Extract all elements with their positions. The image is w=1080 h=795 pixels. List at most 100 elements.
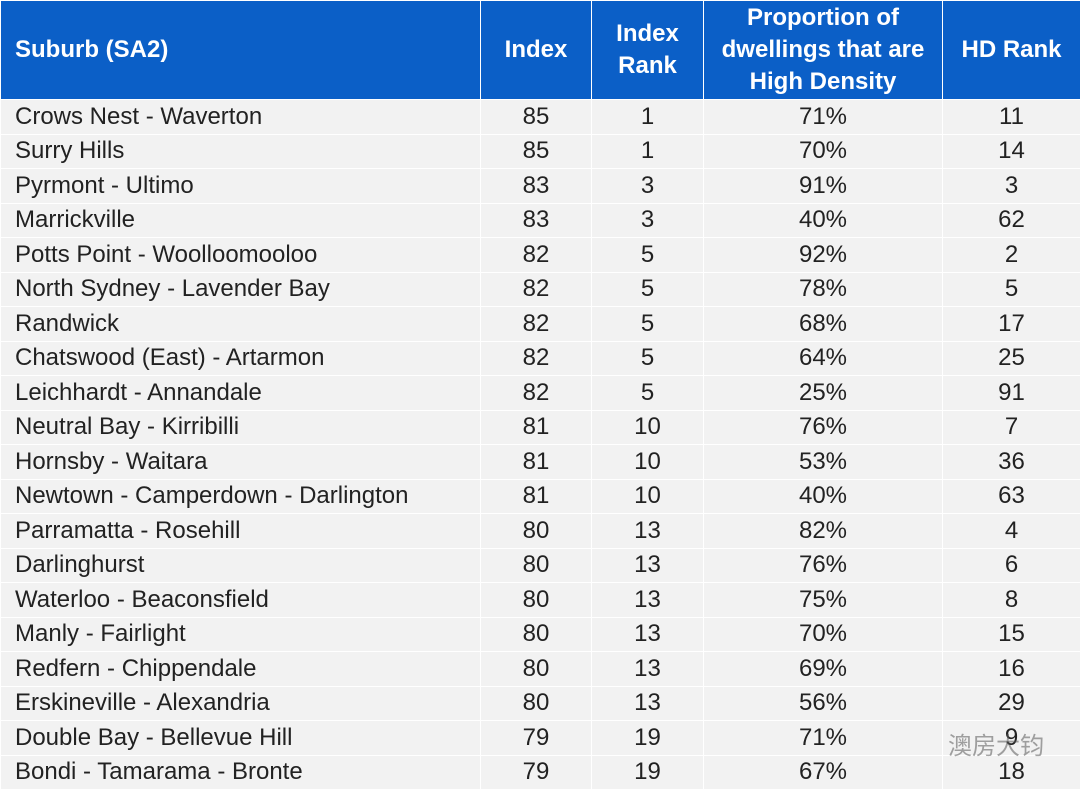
table-row: Surry Hills 85 1 70% 14 [0, 133, 1080, 169]
table-row: Darlinghurst 80 13 76% 6 [0, 547, 1080, 583]
table-cell: 3 [591, 202, 704, 238]
table-cell: 10 [591, 409, 704, 445]
table-cell: Bondi - Tamarama - Bronte [0, 754, 481, 790]
table-cell: 19 [591, 754, 704, 790]
table-cell: 91% [703, 168, 943, 204]
table-cell: Darlinghurst [0, 547, 481, 583]
table-cell: 25% [703, 375, 943, 411]
table-cell: 13 [591, 651, 704, 687]
table-cell: 62 [942, 202, 1080, 238]
table-cell: 4 [942, 513, 1080, 549]
table-cell: 5 [591, 375, 704, 411]
table-cell: 79 [480, 720, 592, 756]
table-cell: 13 [591, 685, 704, 721]
table-cell: 13 [591, 616, 704, 652]
table-cell: Double Bay - Bellevue Hill [0, 720, 481, 756]
header-cell: Index Rank [591, 0, 704, 100]
table-row: Leichhardt - Annandale 82 5 25% 91 [0, 375, 1080, 411]
table-cell: Waterloo - Beaconsfield [0, 582, 481, 618]
table-cell: 76% [703, 409, 943, 445]
table-cell: Manly - Fairlight [0, 616, 481, 652]
table-cell: 80 [480, 547, 592, 583]
table-cell: North Sydney - Lavender Bay [0, 271, 481, 307]
table-cell: 10 [591, 444, 704, 480]
table-cell: 3 [942, 168, 1080, 204]
table-cell: Parramatta - Rosehill [0, 513, 481, 549]
table-cell: 25 [942, 340, 1080, 376]
table-cell: 5 [942, 271, 1080, 307]
table-cell: 56% [703, 685, 943, 721]
table-cell: 82 [480, 271, 592, 307]
table-cell: 85 [480, 99, 592, 135]
table-cell: 83 [480, 168, 592, 204]
table-cell: 80 [480, 651, 592, 687]
table-cell: Surry Hills [0, 133, 481, 169]
table-cell: 5 [591, 271, 704, 307]
header-cell: HD Rank [942, 0, 1080, 100]
table-cell: 71% [703, 720, 943, 756]
table-cell: 81 [480, 478, 592, 514]
table-cell: 15 [942, 616, 1080, 652]
table-cell: 8 [942, 582, 1080, 618]
table-cell: Leichhardt - Annandale [0, 375, 481, 411]
table-cell: Pyrmont - Ultimo [0, 168, 481, 204]
table-cell: 70% [703, 616, 943, 652]
table-cell: 1 [591, 133, 704, 169]
table-cell: 76% [703, 547, 943, 583]
table-cell: 16 [942, 651, 1080, 687]
table-cell: 83 [480, 202, 592, 238]
table-cell: Randwick [0, 306, 481, 342]
table-cell: 70% [703, 133, 943, 169]
table-cell: 53% [703, 444, 943, 480]
table-cell: 10 [591, 478, 704, 514]
table-cell: 75% [703, 582, 943, 618]
table-row: Neutral Bay - Kirribilli 81 10 76% 7 [0, 409, 1080, 445]
table-row: Newtown - Camperdown - Darlington 81 10 40%… [0, 478, 1080, 514]
table-cell: 82 [480, 306, 592, 342]
table-row: Pyrmont - Ultimo 83 3 91% 3 [0, 168, 1080, 204]
table-cell: 63 [942, 478, 1080, 514]
table-cell: Chatswood (East) - Artarmon [0, 340, 481, 376]
table-cell: 81 [480, 444, 592, 480]
table-cell: 81 [480, 409, 592, 445]
table-cell: 14 [942, 133, 1080, 169]
table-cell: 5 [591, 306, 704, 342]
table-cell: Hornsby - Waitara [0, 444, 481, 480]
table-cell: 64% [703, 340, 943, 376]
table-cell: 5 [591, 340, 704, 376]
header-row: Suburb (SA2) Index Index Rank Proportion of… [0, 0, 1080, 100]
table-cell: Marrickville [0, 202, 481, 238]
table-cell: 78% [703, 271, 943, 307]
table-cell: 80 [480, 513, 592, 549]
table-cell: 92% [703, 237, 943, 273]
table-cell: 82 [480, 340, 592, 376]
table-cell: 6 [942, 547, 1080, 583]
table-row: Bondi - Tamarama - Bronte 79 19 67% 18 [0, 754, 1080, 790]
table-cell: 79 [480, 754, 592, 790]
table-cell: 13 [591, 547, 704, 583]
table-cell: 1 [591, 99, 704, 135]
table-cell: 9 [942, 720, 1080, 756]
header-cell: Suburb (SA2) [0, 0, 481, 100]
table-cell: Newtown - Camperdown - Darlington [0, 478, 481, 514]
table-cell: 82% [703, 513, 943, 549]
table-cell: 19 [591, 720, 704, 756]
table-row: Parramatta - Rosehill 80 13 82% 4 [0, 513, 1080, 549]
table-row: Redfern - Chippendale 80 13 69% 16 [0, 651, 1080, 687]
table-cell: 80 [480, 582, 592, 618]
table-cell: Redfern - Chippendale [0, 651, 481, 687]
table-cell: Potts Point - Woolloomooloo [0, 237, 481, 273]
table-cell: 17 [942, 306, 1080, 342]
table-cell: Crows Nest - Waverton [0, 99, 481, 135]
table-cell: 13 [591, 513, 704, 549]
table-cell: 29 [942, 685, 1080, 721]
table-row: Crows Nest - Waverton 85 1 71% 11 [0, 99, 1080, 135]
table-cell: 69% [703, 651, 943, 687]
table-cell: Erskineville - Alexandria [0, 685, 481, 721]
table-cell: 11 [942, 99, 1080, 135]
table-row: North Sydney - Lavender Bay 82 5 78% 5 [0, 271, 1080, 307]
table-row: Erskineville - Alexandria 80 13 56% 29 [0, 685, 1080, 721]
table-row: Manly - Fairlight 80 13 70% 15 [0, 616, 1080, 652]
